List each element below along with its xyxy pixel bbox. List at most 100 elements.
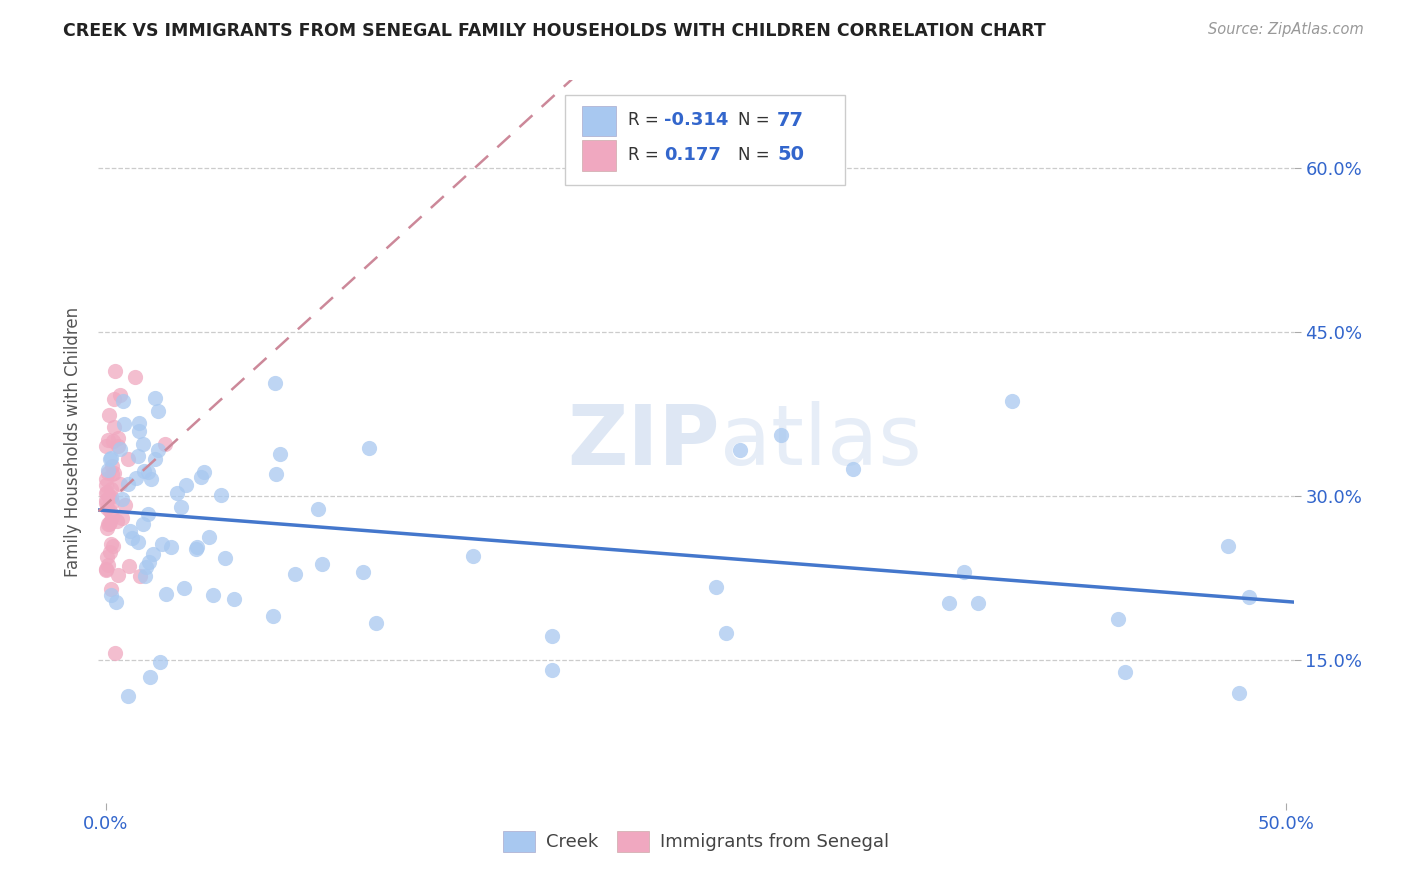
Point xyxy=(938,596,960,610)
Point xyxy=(146,443,169,458)
Legend: Creek, Immigrants from Senegal: Creek, Immigrants from Senegal xyxy=(496,823,896,859)
Point xyxy=(104,594,127,608)
Text: Source: ZipAtlas.com: Source: ZipAtlas.com xyxy=(1208,22,1364,37)
Point xyxy=(97,433,120,447)
Point xyxy=(111,394,134,409)
Point xyxy=(94,477,117,491)
Point xyxy=(146,403,169,417)
Point xyxy=(704,580,727,594)
Point xyxy=(1216,539,1239,553)
Point xyxy=(127,535,149,549)
Point xyxy=(98,504,121,518)
Point xyxy=(132,517,155,532)
Point xyxy=(209,488,232,502)
Point xyxy=(952,565,974,579)
Point xyxy=(121,531,143,545)
Point xyxy=(1107,612,1129,626)
Point xyxy=(94,493,117,508)
Point xyxy=(1237,591,1260,605)
Point xyxy=(104,646,127,660)
Point xyxy=(103,466,125,480)
Text: 50: 50 xyxy=(778,145,804,164)
Text: atlas: atlas xyxy=(720,401,921,482)
Point xyxy=(142,547,165,561)
Point xyxy=(150,536,173,550)
Text: N =: N = xyxy=(738,145,775,164)
Point xyxy=(100,588,122,602)
Point xyxy=(269,447,291,461)
Point xyxy=(143,451,166,466)
Point xyxy=(166,486,188,500)
Point xyxy=(149,655,172,669)
Point xyxy=(463,549,485,563)
Point xyxy=(307,502,329,516)
Point xyxy=(135,560,157,574)
Point xyxy=(1227,686,1250,700)
Point xyxy=(190,470,212,484)
Point xyxy=(136,508,159,522)
Point xyxy=(541,663,564,677)
Point xyxy=(100,582,122,596)
Point xyxy=(143,391,166,405)
Point xyxy=(100,482,122,496)
Point xyxy=(94,563,117,577)
Point xyxy=(174,478,197,492)
Point xyxy=(114,498,136,512)
Point xyxy=(110,388,132,402)
Point xyxy=(97,408,120,422)
Text: R =: R = xyxy=(628,145,669,164)
Point xyxy=(101,510,124,524)
Point xyxy=(96,439,118,453)
Point xyxy=(108,442,131,457)
Point xyxy=(103,392,125,407)
FancyBboxPatch shape xyxy=(565,95,845,185)
Point xyxy=(100,450,122,465)
Point xyxy=(96,521,118,535)
Point xyxy=(284,566,307,581)
Point xyxy=(98,544,121,558)
Point xyxy=(105,514,128,528)
Point xyxy=(96,472,118,486)
Point xyxy=(111,511,134,525)
Point xyxy=(103,420,125,434)
Point xyxy=(101,458,124,473)
Point xyxy=(117,452,139,467)
Text: 77: 77 xyxy=(778,111,804,129)
Point xyxy=(124,370,146,384)
Point xyxy=(117,477,139,491)
Point xyxy=(100,490,122,504)
Text: ZIP: ZIP xyxy=(568,401,720,482)
Point xyxy=(107,439,129,453)
Point xyxy=(132,437,155,451)
Point xyxy=(128,424,150,438)
Point xyxy=(198,530,221,544)
Point xyxy=(714,626,737,640)
Point xyxy=(97,558,120,573)
FancyBboxPatch shape xyxy=(582,140,616,170)
Text: R =: R = xyxy=(628,111,664,129)
Point xyxy=(155,587,177,601)
Point xyxy=(100,495,122,509)
Point xyxy=(262,609,284,624)
Point xyxy=(128,569,150,583)
Point xyxy=(966,597,988,611)
Point xyxy=(139,670,162,684)
Point xyxy=(1114,665,1136,680)
Point xyxy=(125,471,148,485)
Point xyxy=(98,491,121,505)
Point xyxy=(96,549,118,564)
Point xyxy=(134,464,156,478)
Point xyxy=(100,537,122,551)
Point xyxy=(153,437,176,451)
Point xyxy=(97,463,120,477)
Point xyxy=(193,465,215,479)
Point xyxy=(214,550,236,565)
Point xyxy=(540,629,562,643)
Point xyxy=(108,477,131,491)
Text: -0.314: -0.314 xyxy=(664,111,728,129)
Point xyxy=(173,582,195,596)
Point xyxy=(842,462,865,476)
Point xyxy=(264,376,287,390)
Point xyxy=(136,465,159,479)
Point xyxy=(201,588,224,602)
